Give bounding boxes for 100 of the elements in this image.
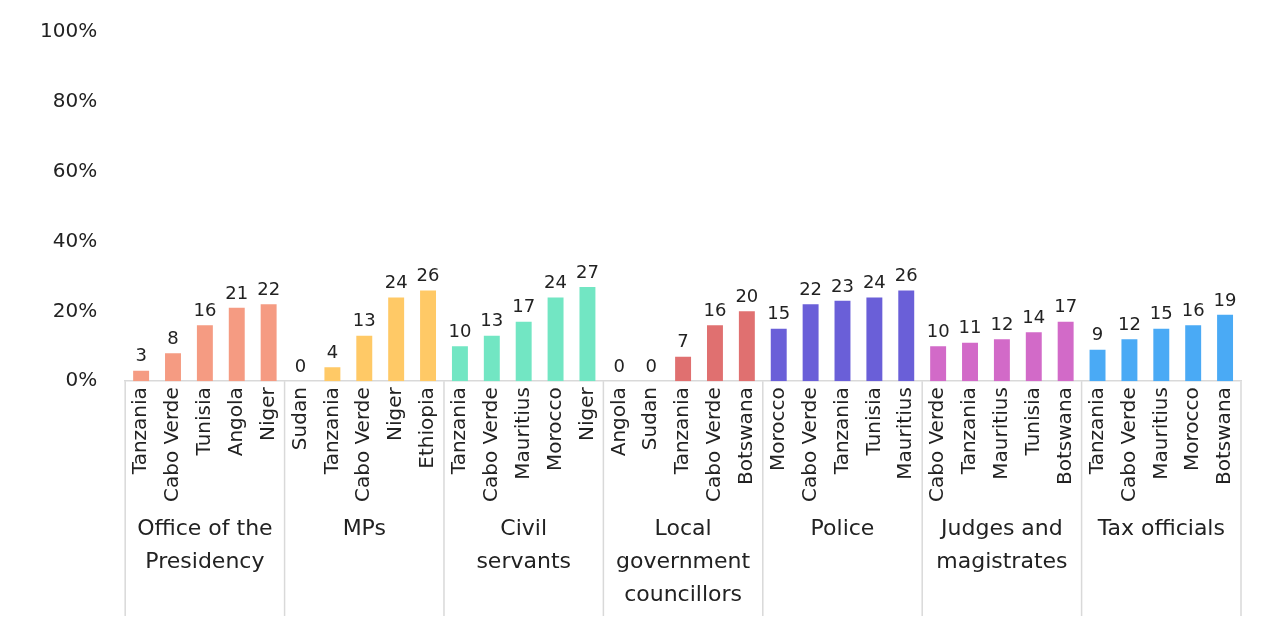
bar [770, 328, 787, 382]
data-label: 24 [544, 271, 568, 293]
bar [834, 300, 851, 382]
data-label: 16 [1181, 298, 1205, 320]
x-tick-label: Morocco [541, 387, 566, 471]
x-tick-label: Cabo Verde [350, 387, 375, 503]
x-tick-label: Angola [222, 387, 247, 457]
bar [898, 290, 915, 382]
x-tick-label: Botswana [733, 387, 758, 485]
y-tick-label: 60% [52, 157, 98, 182]
bar [1153, 328, 1170, 382]
data-label: 22 [257, 278, 281, 300]
bar [1057, 321, 1074, 382]
bar [707, 325, 723, 382]
x-tick-label: Niger [382, 386, 407, 441]
x-tick-label: Tanzania [1083, 387, 1108, 476]
data-label: 20 [735, 285, 759, 307]
bar [962, 342, 978, 382]
x-tick-label: Niger [573, 386, 598, 441]
text: Civil servants [476, 514, 571, 573]
data-label: 11 [958, 316, 982, 338]
x-tick-label: Cabo Verde [924, 387, 949, 503]
bar [483, 335, 500, 382]
x-tick-label: Sudan [286, 387, 311, 451]
text: Local government councillors [616, 514, 751, 606]
bar [420, 290, 437, 382]
data-label: 15 [1149, 302, 1173, 324]
data-label: 9 [1091, 323, 1104, 345]
x-tick-label: Cabo Verde [159, 387, 184, 503]
data-label: 10 [926, 319, 950, 341]
text: Tax officials [1096, 514, 1225, 540]
bar [866, 297, 883, 382]
x-tick-label: Mauritius [892, 387, 917, 480]
bar [1217, 314, 1234, 382]
data-label: 13 [480, 309, 504, 331]
bar [1185, 325, 1202, 382]
data-label: 19 [1213, 288, 1237, 310]
data-label: 21 [225, 281, 249, 303]
data-label: 22 [799, 278, 823, 300]
bar [260, 304, 277, 382]
bar [228, 307, 245, 382]
text: Police [810, 514, 875, 540]
bar [675, 356, 692, 382]
x-tick-label: Ethiopia [414, 387, 439, 469]
bar [388, 297, 405, 382]
data-label: 16 [703, 298, 727, 320]
data-label: 8 [167, 326, 179, 348]
x-tick-label: Tanzania [828, 387, 853, 476]
data-label: 15 [767, 302, 791, 324]
y-tick-label: 20% [52, 297, 98, 322]
data-label: 14 [1022, 305, 1046, 327]
x-tick-label: Angola [605, 387, 630, 457]
bar [515, 321, 532, 382]
x-tick-label: Sudan [637, 387, 662, 451]
bar [196, 325, 213, 382]
text: MPs [342, 514, 386, 540]
data-label: 0 [645, 354, 657, 376]
x-tick-label: Mauritius [509, 387, 534, 480]
x-tick-label: Botswana [1211, 387, 1236, 485]
text: Judges and magistrates [936, 514, 1068, 573]
x-tick-label: Niger [254, 386, 279, 441]
x-tick-label: Cabo Verde [796, 387, 821, 503]
x-tick-label: Mauritius [1147, 387, 1172, 480]
bar [547, 297, 564, 382]
bar [1089, 349, 1106, 382]
bar [133, 370, 150, 382]
y-tick-label: 100% [39, 18, 98, 43]
data-label: 26 [894, 264, 918, 286]
data-label: 27 [575, 260, 599, 282]
data-label: 0 [294, 354, 307, 376]
x-tick-label: Tanzania [446, 387, 471, 476]
data-label: 3 [135, 344, 147, 366]
x-tick-label: Botswana [1051, 387, 1076, 485]
x-tick-label: Tanzania [127, 387, 152, 476]
data-label: 12 [1117, 312, 1141, 334]
x-tick-label: Cabo Verde [1115, 387, 1140, 503]
x-tick-label: Cabo Verde [478, 387, 503, 503]
y-tick-label: 80% [52, 88, 98, 113]
data-label: 17 [1054, 295, 1078, 317]
bar [738, 311, 755, 382]
data-label: 26 [416, 264, 440, 286]
x-tick-label: Tunisia [860, 387, 885, 457]
x-tick-label: Cabo Verde [701, 387, 726, 503]
y-tick-label: 40% [52, 227, 98, 252]
bar [165, 353, 181, 382]
x-tick-label: Mauritius [988, 387, 1013, 480]
data-label: 13 [352, 309, 376, 331]
data-label: 7 [677, 330, 689, 352]
x-tick-label: Morocco [1179, 387, 1204, 471]
data-label: 17 [512, 295, 536, 317]
data-label: 4 [326, 340, 339, 362]
data-label: 10 [448, 319, 472, 341]
data-label: 12 [990, 312, 1014, 334]
bar [579, 286, 596, 382]
data-label: 16 [193, 298, 217, 320]
x-tick-label: Tunisia [191, 387, 216, 457]
x-tick-label: Tunisia [1019, 387, 1044, 457]
data-label: 24 [862, 271, 886, 293]
x-tick-label: Tanzania [956, 387, 981, 476]
data-label: 23 [831, 274, 854, 296]
